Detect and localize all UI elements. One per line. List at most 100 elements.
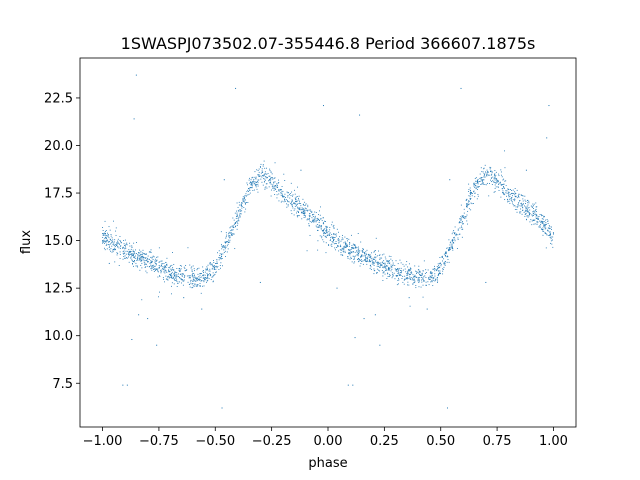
data-point bbox=[337, 240, 339, 242]
data-point bbox=[294, 197, 296, 199]
data-point bbox=[443, 262, 445, 264]
data-point bbox=[388, 255, 390, 257]
data-point bbox=[147, 261, 148, 263]
data-point bbox=[341, 254, 343, 256]
data-point bbox=[205, 277, 207, 279]
data-point bbox=[525, 212, 527, 214]
data-point bbox=[106, 238, 108, 240]
data-point bbox=[183, 280, 185, 282]
data-point bbox=[170, 274, 172, 276]
data-point bbox=[331, 236, 333, 238]
data-point bbox=[383, 267, 385, 269]
data-point bbox=[382, 266, 383, 268]
data-point bbox=[165, 266, 167, 268]
data-point bbox=[349, 252, 351, 254]
data-point bbox=[348, 252, 350, 254]
data-point bbox=[511, 202, 513, 204]
data-point bbox=[352, 255, 354, 257]
outlier-point bbox=[108, 262, 110, 264]
data-point bbox=[395, 260, 397, 262]
data-point bbox=[296, 200, 298, 202]
data-point bbox=[150, 256, 152, 258]
data-point bbox=[139, 259, 141, 260]
data-point bbox=[324, 230, 326, 232]
data-point bbox=[373, 263, 375, 265]
data-point bbox=[447, 256, 449, 258]
data-point bbox=[428, 276, 430, 278]
data-point bbox=[222, 246, 224, 248]
data-point bbox=[459, 221, 461, 223]
outlier-point bbox=[259, 281, 261, 283]
data-point bbox=[135, 255, 136, 257]
data-point bbox=[361, 259, 362, 261]
data-point bbox=[500, 183, 502, 185]
plot-frame bbox=[79, 57, 577, 428]
data-point bbox=[463, 217, 465, 219]
data-point bbox=[110, 234, 112, 235]
data-point bbox=[418, 281, 420, 283]
data-point bbox=[488, 174, 490, 176]
data-point bbox=[443, 258, 445, 260]
data-point bbox=[350, 256, 352, 258]
data-point bbox=[221, 254, 223, 256]
data-point bbox=[326, 231, 328, 233]
data-point bbox=[118, 243, 120, 245]
data-point bbox=[431, 273, 433, 275]
data-point bbox=[331, 241, 333, 242]
data-point bbox=[411, 279, 413, 281]
data-point bbox=[364, 254, 366, 256]
data-point bbox=[149, 262, 151, 264]
data-point bbox=[377, 261, 379, 263]
data-point bbox=[460, 219, 461, 221]
data-point bbox=[520, 208, 522, 210]
data-point bbox=[261, 170, 263, 172]
data-point bbox=[461, 220, 463, 222]
data-point bbox=[141, 262, 143, 264]
data-point bbox=[413, 280, 415, 281]
data-point bbox=[117, 241, 119, 243]
data-point bbox=[308, 219, 310, 221]
data-point bbox=[442, 260, 443, 262]
data-point bbox=[137, 257, 139, 259]
data-point bbox=[207, 275, 209, 277]
data-point bbox=[328, 244, 330, 246]
data-point bbox=[144, 260, 146, 262]
data-point bbox=[512, 189, 514, 191]
data-point bbox=[514, 196, 516, 198]
data-point bbox=[262, 165, 264, 167]
data-point bbox=[498, 175, 500, 177]
data-point bbox=[465, 199, 467, 201]
data-point bbox=[271, 185, 273, 187]
data-point bbox=[487, 172, 488, 174]
data-point bbox=[356, 252, 358, 254]
data-point bbox=[400, 275, 402, 276]
data-point bbox=[496, 180, 498, 182]
data-point bbox=[521, 194, 523, 196]
data-point bbox=[461, 236, 463, 238]
data-point bbox=[191, 283, 193, 285]
data-point bbox=[153, 264, 155, 266]
data-point bbox=[193, 275, 195, 277]
data-point bbox=[145, 257, 147, 259]
data-point bbox=[438, 267, 439, 268]
data-point bbox=[108, 240, 110, 242]
data-point bbox=[522, 200, 524, 202]
data-point bbox=[442, 273, 444, 275]
data-point bbox=[502, 191, 504, 193]
data-point bbox=[309, 221, 311, 222]
data-point bbox=[508, 192, 510, 194]
data-point bbox=[354, 257, 355, 259]
data-point bbox=[108, 241, 110, 242]
data-point bbox=[143, 257, 145, 259]
data-point bbox=[473, 182, 475, 184]
data-point bbox=[245, 202, 246, 204]
data-point bbox=[174, 271, 176, 273]
data-point bbox=[447, 259, 449, 260]
data-point bbox=[516, 208, 518, 210]
data-point bbox=[106, 241, 108, 243]
data-point bbox=[297, 211, 299, 213]
data-point bbox=[300, 205, 302, 207]
data-point bbox=[330, 239, 331, 241]
data-point bbox=[287, 192, 289, 194]
data-point bbox=[131, 250, 133, 252]
